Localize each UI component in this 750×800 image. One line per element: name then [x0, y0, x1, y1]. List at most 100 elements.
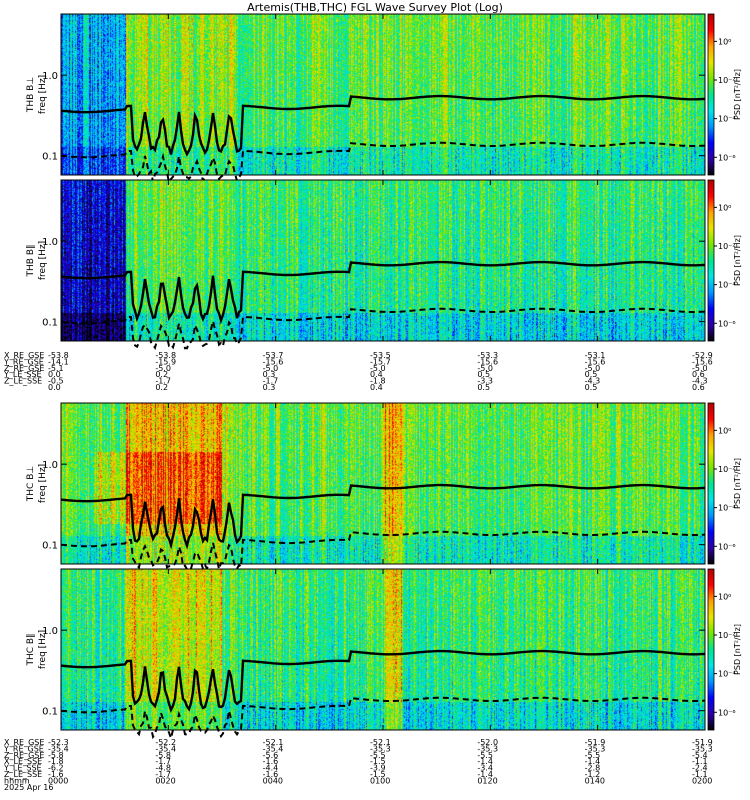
- ephemeris-value: -53.8: [48, 351, 69, 360]
- colorbar-tick-label: 10⁻⁶: [718, 542, 736, 551]
- ephemeris-value: -51.9: [585, 738, 606, 747]
- ephemeris-value: 0000: [48, 776, 68, 785]
- ephemeris-value: -1.8: [370, 377, 386, 386]
- colorbar-tick-label: 10⁻⁴: [718, 281, 736, 290]
- ephemeris-value: -35.3: [370, 744, 391, 753]
- ephemeris-label: Z_RE_GSE: [4, 751, 44, 760]
- ephemeris-value: -5.0: [263, 364, 279, 373]
- ephemeris-value: 0.0: [48, 370, 61, 379]
- ephemeris-value: -4.4: [263, 764, 279, 773]
- ephemeris-value: 0.5: [585, 370, 598, 379]
- thc-ephemeris: X_RE_GSEY_RE_GSEZ_RE_GSEX_LE_SSEY_LE_SSE…: [3, 738, 713, 792]
- y-axis-label: freq [Hz]: [38, 630, 48, 669]
- colorbar-tick-label: 10⁻⁶: [718, 153, 736, 162]
- colorbar-tick-label: 10⁻⁶: [718, 708, 736, 717]
- ephemeris-value: -5.5: [477, 751, 493, 760]
- ephemeris-value: 0.2: [155, 370, 168, 379]
- ephemeris-value: -5.6: [263, 751, 279, 760]
- ephemeris-value: -15.6: [477, 357, 498, 366]
- ephemeris-value: -5.8: [155, 751, 171, 760]
- ephemeris-value: -1.7: [155, 377, 171, 386]
- spectrogram-panel: 1.0 0.1 freq [Hz]THB B⊥ 10⁰ 10⁻² 10⁻⁴ 10⁻⁶ PSD …: [26, 13, 742, 185]
- spectrogram-panel: 1.0 0.1 freq [Hz]THC B‖ 10⁰ 10⁻² 10⁻⁴ 10⁻⁶ PSD …: [26, 568, 742, 742]
- colorbar: [707, 13, 715, 176]
- ephemeris-value: 0140: [585, 776, 605, 785]
- ephemeris-value: -1.1: [692, 770, 708, 779]
- ephemeris-label: X_LE_SSE: [4, 757, 42, 766]
- colorbar-tick-label: 10⁻⁶: [718, 319, 736, 328]
- colorbar-tick-label: 10⁰: [718, 37, 731, 46]
- colorbar: [707, 402, 715, 565]
- ephemeris-value: -52.2: [155, 738, 176, 747]
- ephemeris-value: -1.5: [370, 757, 386, 766]
- spectrogram-panel: 1.0 0.1 freq [Hz]THC B⊥ 10⁰ 10⁻² 10⁻⁴ 10⁻⁶ PSD …: [26, 402, 742, 573]
- ephemeris-value: 0.4: [370, 370, 383, 379]
- ephemeris-value: -1.7: [155, 757, 171, 766]
- colorbar-label: PSD [nT²/Hz]: [733, 624, 742, 675]
- ephemeris-value: -14.1: [48, 357, 69, 366]
- ephemeris-value: 0.2: [155, 383, 168, 392]
- ephemeris-value: -1.6: [48, 770, 64, 779]
- dashed-frequency-line: [60, 696, 706, 742]
- ephemeris-value: -53.5: [370, 351, 391, 360]
- colorbar-label: PSD [nT²/Hz]: [733, 69, 742, 120]
- ephemeris-label: X_RE_GSE: [4, 738, 44, 747]
- ephemeris-value: -5.0: [477, 364, 493, 373]
- ephemeris-value: -1.5: [370, 770, 386, 779]
- ephemeris-value: 0.6: [692, 383, 705, 392]
- ephemeris-value: -15.6: [692, 357, 713, 366]
- ephemeris-value: 0200: [692, 776, 712, 785]
- solid-frequency-line: [60, 260, 706, 325]
- ephemeris-value: -52.9: [692, 351, 713, 360]
- ephemeris-value: -5.5: [585, 751, 601, 760]
- ephemeris-value: 0040: [263, 776, 283, 785]
- colorbar-label: PSD [nT²/Hz]: [733, 235, 742, 286]
- ephemeris-label: Y_LE_SSE: [3, 764, 42, 773]
- colorbar-label: PSD [nT²/Hz]: [733, 458, 742, 509]
- ephemeris-value: -35.3: [585, 744, 606, 753]
- ephemeris-value: 0.5: [477, 383, 490, 392]
- colorbar-tick-label: 10⁰: [718, 426, 731, 435]
- panel-label: THC B⊥: [26, 466, 36, 503]
- dashed-frequency-line: [60, 530, 706, 573]
- ephemeris-value: -51.9: [692, 738, 713, 747]
- panel-label: THB B⊥: [26, 77, 36, 113]
- ephemeris-value: 0.5: [477, 370, 490, 379]
- colorbar-tick-label: 10⁻²: [718, 631, 736, 640]
- y-tick-label: 1.0: [42, 626, 58, 637]
- ephemeris-value: -3.9: [370, 764, 386, 773]
- solid-frequency-line: [60, 649, 706, 713]
- ephemeris-value: -6.2: [48, 764, 64, 773]
- ephemeris-value: -5.8: [48, 751, 64, 760]
- ephemeris-value: -2.8: [585, 764, 601, 773]
- ephemeris-value: 0.0: [48, 383, 61, 392]
- ephemeris-value: -15.7: [370, 357, 391, 366]
- ephemeris-label: Y_LE_SSE: [3, 370, 42, 379]
- ephemeris-value: 0.3: [263, 370, 276, 379]
- thb-ephemeris: X_RE_GSEY_RE_GSEZ_RE_GSEY_LE_SSEZ_LE_SSE…: [3, 351, 713, 392]
- ephemeris-value: -5.0: [585, 364, 601, 373]
- colorbar-tick-label: 10⁻⁴: [718, 670, 736, 679]
- ephemeris-value: -15.9: [155, 357, 176, 366]
- ephemeris-value: -1.4: [585, 757, 601, 766]
- solid-frequency-line: [60, 483, 706, 550]
- colorbar: [707, 179, 715, 342]
- ephemeris-value: -15.6: [263, 357, 284, 366]
- ephemeris-value: -1.8: [48, 757, 64, 766]
- ephemeris-value: -35.4: [263, 744, 284, 753]
- ephemeris-value: -1.2: [585, 770, 601, 779]
- spectrogram-image: [61, 569, 705, 730]
- ephemeris-value: -5.5: [370, 751, 386, 760]
- colorbar: [707, 568, 715, 731]
- ephemeris-value: -52.3: [48, 738, 69, 747]
- ephemeris-value: -53.8: [155, 351, 176, 360]
- ephemeris-value: 0.5: [585, 383, 598, 392]
- spectrogram-panel: 1.0 0.1 freq [Hz]THB B‖ 10⁰ 10⁻² 10⁻⁴ 10⁻⁶ PSD …: [26, 179, 742, 351]
- ephemeris-value: 0020: [155, 776, 175, 785]
- y-tick-label: 1.0: [42, 71, 58, 82]
- dashed-frequency-line: [60, 307, 706, 351]
- y-tick-label: 1.0: [42, 460, 58, 471]
- ephemeris-value: -52.1: [263, 738, 284, 747]
- y-tick-label: 0.1: [42, 152, 58, 163]
